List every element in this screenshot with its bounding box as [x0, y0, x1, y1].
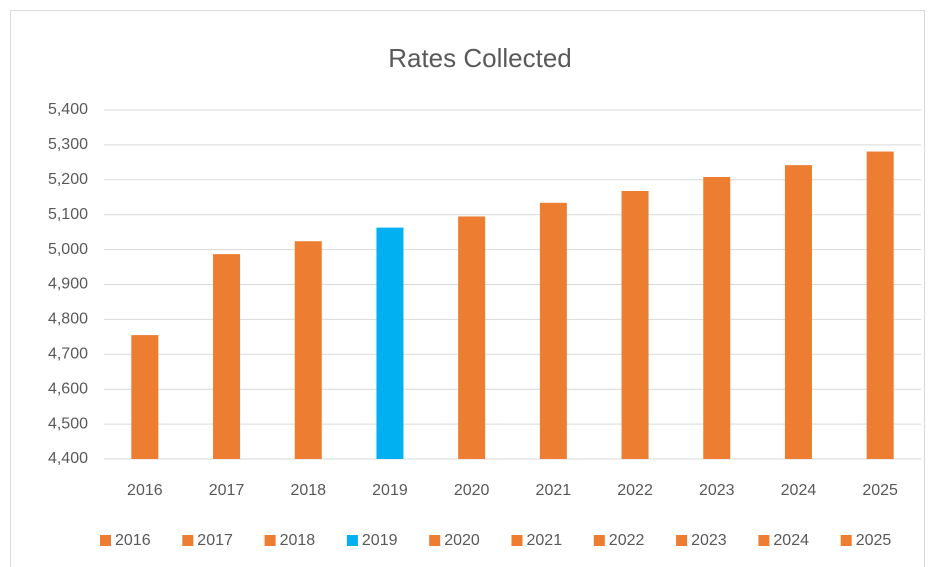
- legend-label: 2019: [362, 532, 398, 549]
- x-tick-label: 2016: [127, 482, 163, 499]
- legend-label: 2020: [444, 532, 480, 549]
- x-tick-label: 2024: [781, 482, 817, 499]
- legend-label: 2022: [609, 532, 645, 549]
- x-tick-label: 2019: [372, 482, 408, 499]
- y-tick-label: 4,900: [48, 276, 88, 293]
- x-tick-label: 2018: [290, 482, 326, 499]
- legend-swatch: [593, 535, 605, 546]
- y-tick-label: 4,600: [48, 380, 88, 397]
- legend-swatch: [100, 535, 111, 546]
- y-tick-label: 5,400: [48, 101, 88, 118]
- bar: [621, 190, 649, 459]
- legend-swatch: [264, 535, 276, 546]
- bar: [458, 216, 486, 459]
- legend-swatch: [182, 535, 194, 546]
- y-tick-label: 5,200: [48, 171, 88, 188]
- bar: [539, 202, 567, 460]
- legend-swatch: [429, 535, 441, 546]
- legend-swatch: [840, 535, 852, 546]
- bar: [213, 254, 241, 459]
- y-tick-label: 4,800: [48, 311, 88, 328]
- y-tick-label: 5,300: [48, 136, 88, 153]
- bar: [131, 335, 159, 459]
- legend-swatch: [346, 535, 358, 546]
- legend-swatch: [511, 535, 523, 546]
- y-tick-label: 4,400: [48, 450, 88, 467]
- legend-label: 2018: [280, 532, 316, 549]
- chart-title: Rates Collected: [388, 43, 572, 73]
- legend-label: 2023: [691, 532, 727, 549]
- y-tick-label: 4,700: [48, 346, 88, 363]
- bar: [294, 241, 322, 459]
- y-tick-label: 5,000: [48, 241, 88, 258]
- x-tick-label: 2021: [536, 482, 572, 499]
- legend-label: 2025: [856, 532, 892, 549]
- legend-label: 2016: [115, 532, 151, 549]
- bar: [866, 151, 894, 459]
- legend-label: 2017: [197, 532, 233, 549]
- legend-label: 2021: [527, 532, 563, 549]
- x-tick-label: 2020: [454, 482, 490, 499]
- legend-label: 2024: [773, 532, 809, 549]
- x-tick-label: 2022: [617, 482, 653, 499]
- y-tick-label: 4,500: [48, 415, 88, 432]
- bar: [703, 177, 731, 459]
- bar: [376, 227, 404, 459]
- x-tick-label: 2023: [699, 482, 735, 499]
- legend-swatch: [758, 535, 770, 546]
- bar: [784, 165, 812, 459]
- x-tick-label: 2017: [209, 482, 245, 499]
- x-tick-label: 2025: [862, 482, 898, 499]
- y-tick-label: 5,100: [48, 206, 88, 223]
- legend-swatch: [676, 535, 688, 546]
